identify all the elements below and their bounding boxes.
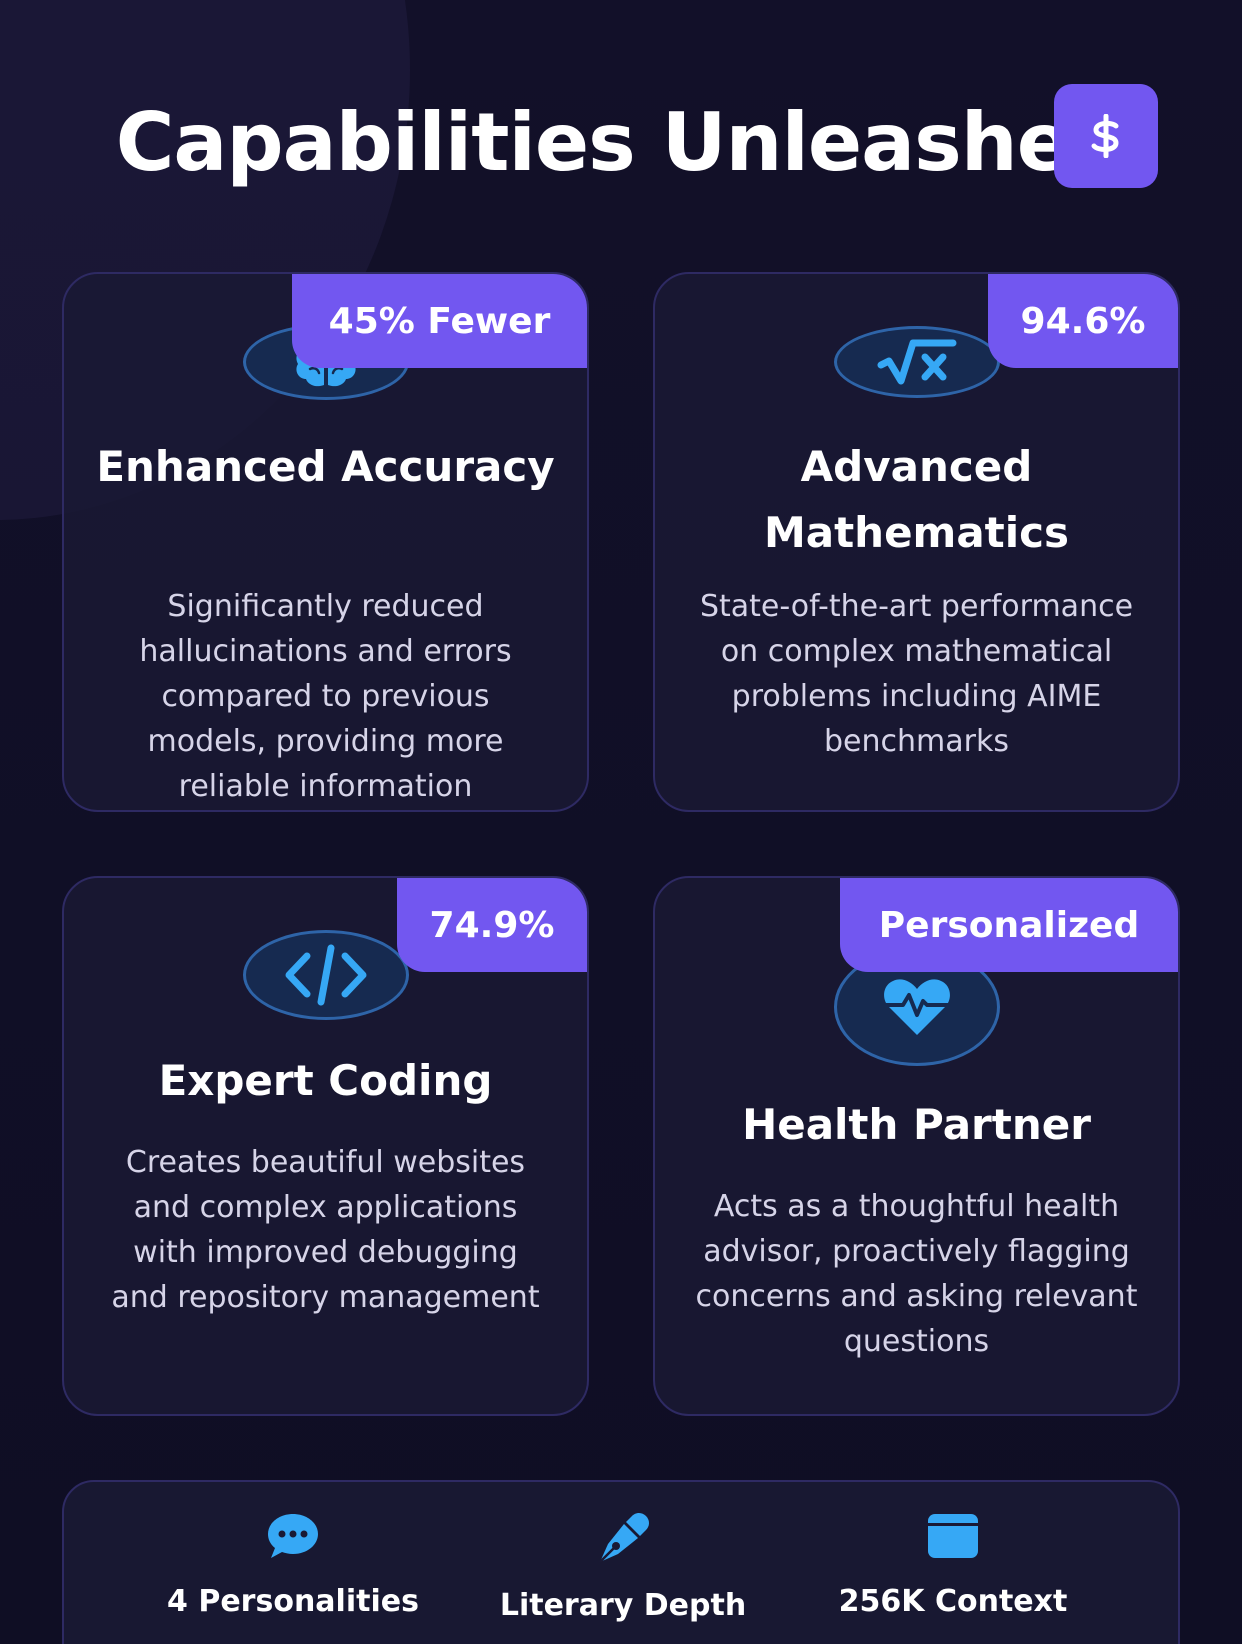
- stat-context[interactable]: 256K Context: [783, 1512, 1123, 1619]
- card-description: State-of-the-art performance on complex …: [699, 589, 1134, 759]
- stat-label: 4 Personalities: [167, 1584, 419, 1619]
- capability-card-health[interactable]: Personalized Health Partner Acts as a th…: [653, 876, 1180, 1416]
- code-icon: [285, 944, 366, 1006]
- card-stat-tag: Personalized: [840, 878, 1178, 972]
- icon-circle: [833, 326, 1000, 398]
- window-icon: [928, 1514, 978, 1558]
- pen-nib-icon: [599, 1513, 649, 1563]
- stat-personalities[interactable]: 4 Personalities: [123, 1512, 463, 1619]
- stat-literary-depth[interactable]: Literary Depth: [453, 1512, 793, 1623]
- card-title: Advanced Mathematics: [763, 442, 1070, 557]
- card-stat-tag: 45% Fewer: [292, 274, 587, 368]
- card-title: Health Partner: [742, 1100, 1091, 1149]
- card-description: Significantly reduced hallucinations and…: [139, 589, 512, 804]
- capability-card-coding[interactable]: 74.9% Expert Coding Creates beautiful we…: [62, 876, 589, 1416]
- card-title: Expert Coding: [158, 1056, 493, 1105]
- stat-label: 256K Context: [838, 1584, 1068, 1619]
- card-description: Acts as a thoughtful health advisor, pro…: [695, 1189, 1138, 1359]
- heart-pulse-icon: [882, 979, 951, 1035]
- card-description: Creates beautiful websites and complex a…: [111, 1145, 540, 1315]
- dollar-icon: [1091, 114, 1119, 158]
- feature-stats-bar: 4 Personalities Literary Depth 256K Cont…: [62, 1480, 1180, 1644]
- card-stat-tag: 94.6%: [988, 274, 1178, 368]
- card-title: Enhanced Accuracy: [96, 442, 555, 491]
- capability-card-accuracy[interactable]: 45% Fewer Enhanced Accuracy Significantl…: [62, 272, 589, 812]
- stat-label: Literary Depth: [499, 1588, 747, 1623]
- card-stat-tag: 74.9%: [397, 878, 587, 972]
- corner-badge[interactable]: [1054, 84, 1158, 188]
- square-root-icon: [877, 339, 956, 385]
- page-title: Capabilities Unleashed: [115, 96, 1128, 189]
- icon-circle: [242, 930, 409, 1020]
- capability-card-mathematics[interactable]: 94.6% Advanced Mathematics State-of-the-…: [653, 272, 1180, 812]
- chat-bubble-icon: [268, 1514, 318, 1558]
